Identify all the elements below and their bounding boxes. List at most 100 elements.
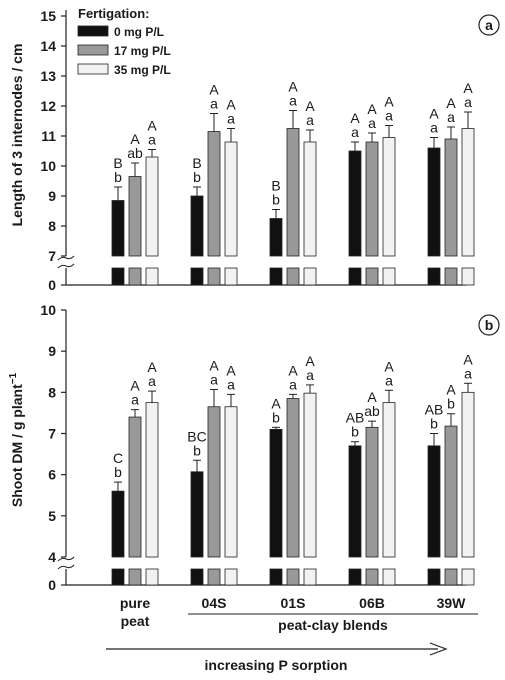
panel-a-ytick-label: 7 — [48, 248, 56, 264]
panel-a-bar-04s-s0-letter-upper: B — [192, 155, 201, 171]
panel-a-bar-04s-s2-lower — [224, 267, 238, 286]
panel-b-bar-04s-s0-lower — [190, 568, 204, 586]
panel-b-ytick-label: 7 — [48, 426, 56, 442]
legend-swatch-35mg — [77, 63, 109, 75]
panel-b-bar-01s-s1 — [286, 398, 300, 558]
panel-b-bar-pure-peat-s2-lower — [145, 568, 159, 586]
panel-a-bar-pure-peat-s2-letter-upper: A — [147, 118, 157, 134]
panel-a-bar-06b-s2-lower — [382, 267, 396, 286]
panel-b-bar-39w-s2 — [461, 391, 475, 558]
panel-b-bar-pure-peat-s2-letter-upper: A — [147, 359, 157, 375]
panel-a-bar-01s-s0-lower — [269, 267, 283, 286]
panel-b-bar-39w-s0-lower — [427, 568, 441, 586]
panel-b-label-badge: b — [478, 314, 500, 336]
panel-b-bar-01s-s2-letter-upper: A — [305, 353, 315, 369]
panel-a-ytick-label: 13 — [40, 68, 56, 84]
panel-b-bar-39w-s1-lower — [444, 568, 458, 586]
p-sorption-arrow — [106, 642, 448, 656]
panel-a-ytick-label: 15 — [40, 8, 56, 24]
category-label-06b: 06B — [359, 595, 385, 611]
panel-b-bar-06b-s2-letter-upper: A — [384, 358, 394, 374]
panel-a-bar-06b-s1-lower — [365, 267, 379, 286]
legend-label-35mg: 35 mg P/L — [114, 63, 171, 77]
panel-b-bar-pure-peat-s0-lower — [111, 568, 125, 586]
panel-a-ytick-label: 0 — [48, 277, 56, 293]
panel-b-bar-04s-s2-letter-lower: a — [227, 376, 235, 392]
panel-a-bar-pure-peat-s2-letter-lower: a — [148, 132, 156, 148]
panel-b-bar-39w-s1-letter-lower: b — [447, 396, 455, 412]
panel-a-ytick-label: 8 — [48, 218, 56, 234]
category-label-pure-line2: peat — [121, 613, 150, 629]
panel-b-bar-01s-s2-lower — [303, 568, 317, 586]
panel-b-bar-04s-s2-lower — [224, 568, 238, 586]
p-sorption-arrow-label: increasing P sorption — [205, 657, 348, 673]
panel-a-bar-01s-s0 — [269, 218, 283, 257]
panel-b-ytick-label: 6 — [48, 467, 56, 483]
panel-b-bar-39w-s0 — [427, 445, 441, 558]
panel-b-bar-04s-s0-letter-lower: b — [193, 442, 201, 458]
panel-b-bar-04s-s1-letter-upper: A — [209, 357, 219, 373]
legend: Fertigation: 0 mg P/L 17 mg P/L 35 mg P/… — [77, 6, 171, 77]
panel-a-axis-break — [56, 255, 76, 269]
panel-b-bar-01s-s0-lower — [269, 568, 283, 586]
panel-b-bar-01s-s0-letter-lower: b — [272, 409, 280, 425]
panel-b-ytick-label: 0 — [48, 577, 56, 593]
panel-a-bar-06b-s1-letter-upper: A — [367, 101, 377, 117]
panel-a-bar-04s-s1-lower — [207, 267, 221, 286]
panel-a-bar-01s-s1-lower — [286, 267, 300, 286]
panel-a-bar-06b-s1 — [365, 141, 379, 257]
panel-a-bar-01s-s2-lower — [303, 267, 317, 286]
panel-b-bar-pure-peat-s0-letter-upper: C — [113, 450, 123, 466]
panel-b-bar-39w-s2-letter-upper: A — [463, 351, 473, 367]
panel-b-bar-pure-peat-s1 — [128, 416, 142, 558]
panel-b-bar-04s-s1-lower — [207, 568, 221, 586]
panel-b-bar-06b-s1-letter-lower: ab — [364, 403, 380, 419]
panel-b-bar-06b-s2-letter-lower: a — [385, 372, 393, 388]
panel-b-bar-pure-peat-s2 — [145, 402, 159, 558]
panel-a-label-badge: a — [478, 14, 500, 36]
panel-b-bar-01s-s2 — [303, 392, 317, 558]
panel-b-bar-06b-s0 — [348, 445, 362, 558]
panel-a-ytick-label: 10 — [40, 158, 56, 174]
panel-b-bar-06b-s0-letter-upper: AB — [346, 410, 365, 426]
panel-b-bar-06b-s1 — [365, 426, 379, 558]
panel-a-bar-pure-peat-s1-letter-lower: ab — [127, 145, 143, 161]
panel-a-bar-39w-s1-letter-upper: A — [446, 95, 456, 111]
panel-b-bar-04s-s0-letter-upper: BC — [187, 428, 206, 444]
panel-b-label: b — [485, 317, 494, 333]
panel-a-bar-04s-s2-letter-lower: a — [227, 111, 235, 127]
panel-a-bar-39w-s0 — [427, 147, 441, 257]
legend-swatch-17mg — [77, 44, 109, 56]
panel-a-bar-06b-s0-lower — [348, 267, 362, 286]
legend-swatch-0mg — [77, 25, 109, 37]
panel-a-bar-39w-s0-lower — [427, 267, 441, 286]
category-label-04s: 04S — [202, 595, 227, 611]
panel-b-bar-39w-s0-letter-lower: b — [430, 416, 438, 432]
panel-b-bar-04s-s1 — [207, 406, 221, 558]
panel-a-bar-06b-s1-letter-lower: a — [368, 115, 376, 131]
panel-a-bar-04s-s2-letter-upper: A — [226, 97, 236, 113]
panel-b-bar-06b-s1-lower — [365, 568, 379, 586]
panel-a-bar-pure-peat-s1-letter-upper: A — [130, 131, 140, 147]
panel-b-bar-pure-peat-s0 — [111, 490, 125, 558]
panel-a-ytick-label: 14 — [40, 38, 56, 54]
panel-a-bar-01s-s2-letter-upper: A — [305, 98, 315, 114]
panel-a-bar-04s-s0-letter-lower: b — [193, 169, 201, 185]
panel-a-bar-pure-peat-s0-letter-upper: B — [113, 155, 122, 171]
panel-a-bar-pure-peat-s1-lower — [128, 267, 142, 286]
panel-b-axis-break — [56, 556, 76, 570]
panel-b-ytick-label: 8 — [48, 384, 56, 400]
panel-b-bar-01s-s0 — [269, 428, 283, 558]
panel-b-ytick-label: 10 — [40, 302, 56, 318]
panel-b-bar-06b-s1-letter-upper: A — [367, 389, 377, 405]
panel-a: 7 8 9 10 11 12 13 14 15 0 Length of 3 internodes … — [9, 6, 500, 293]
panel-b-bar-39w-s2-lower — [461, 568, 475, 586]
panel-a-bar-39w-s2-lower — [461, 267, 475, 286]
panel-a-bar-01s-s1 — [286, 128, 300, 257]
panel-a-bar-04s-s0-lower — [190, 267, 204, 286]
panel-a-bar-06b-s0-letter-lower: a — [351, 124, 359, 140]
panel-b-bar-pure-peat-s2-letter-lower: a — [148, 373, 156, 389]
panel-b-bar-01s-s2-letter-lower: a — [306, 367, 314, 383]
